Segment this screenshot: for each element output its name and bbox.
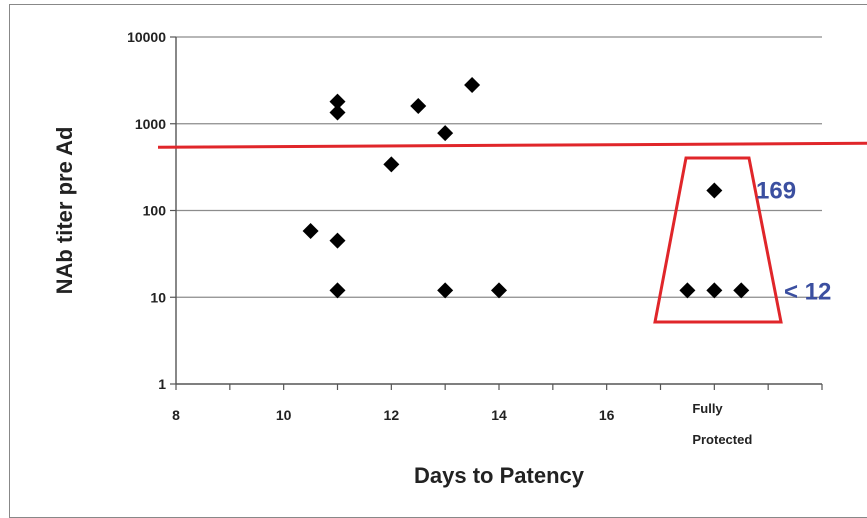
protected-point-1: [679, 282, 696, 299]
x-tick-label-12: 12: [384, 407, 400, 423]
threshold-line: [157, 141, 867, 149]
x-tick-label-8: 8: [172, 407, 180, 423]
x-tick-label-14: 14: [491, 407, 507, 423]
data-point-1: [329, 93, 346, 110]
x-tick-label-10: 10: [276, 407, 292, 423]
protected-point-0: [706, 182, 723, 199]
data-point-0: [302, 223, 319, 240]
y-tick-label-1: 1: [158, 376, 166, 392]
annotation-less-than-12: < 12: [784, 278, 831, 305]
y-axis-label: NAb titer pre Ad: [52, 127, 77, 295]
y-tick-label-10000: 10000: [127, 29, 166, 45]
y-tick-label-1000: 1000: [135, 116, 166, 132]
data-point-10: [491, 282, 507, 299]
x-tick-label-16: 16: [599, 407, 615, 423]
fully-protected-label-line2: Protected: [692, 432, 752, 447]
protected-point-2: [706, 282, 723, 299]
x-axis-label: Days to Patency: [414, 463, 585, 488]
protected-point-3: [733, 282, 750, 299]
data-point-4: [329, 282, 346, 299]
y-tick-label-100: 100: [143, 203, 167, 219]
data-point-9: [464, 76, 481, 93]
y-tick-label-10: 10: [150, 289, 166, 305]
data-point-6: [410, 98, 427, 115]
data-point-2: [329, 104, 346, 121]
fully-protected-label-line1: Fully: [692, 401, 723, 416]
data-point-7: [437, 125, 454, 142]
fully-protected-box: [653, 156, 783, 324]
data-point-8: [437, 282, 454, 299]
annotation-169: 169: [756, 178, 796, 205]
data-point-3: [329, 232, 346, 249]
data-point-5: [383, 156, 400, 173]
